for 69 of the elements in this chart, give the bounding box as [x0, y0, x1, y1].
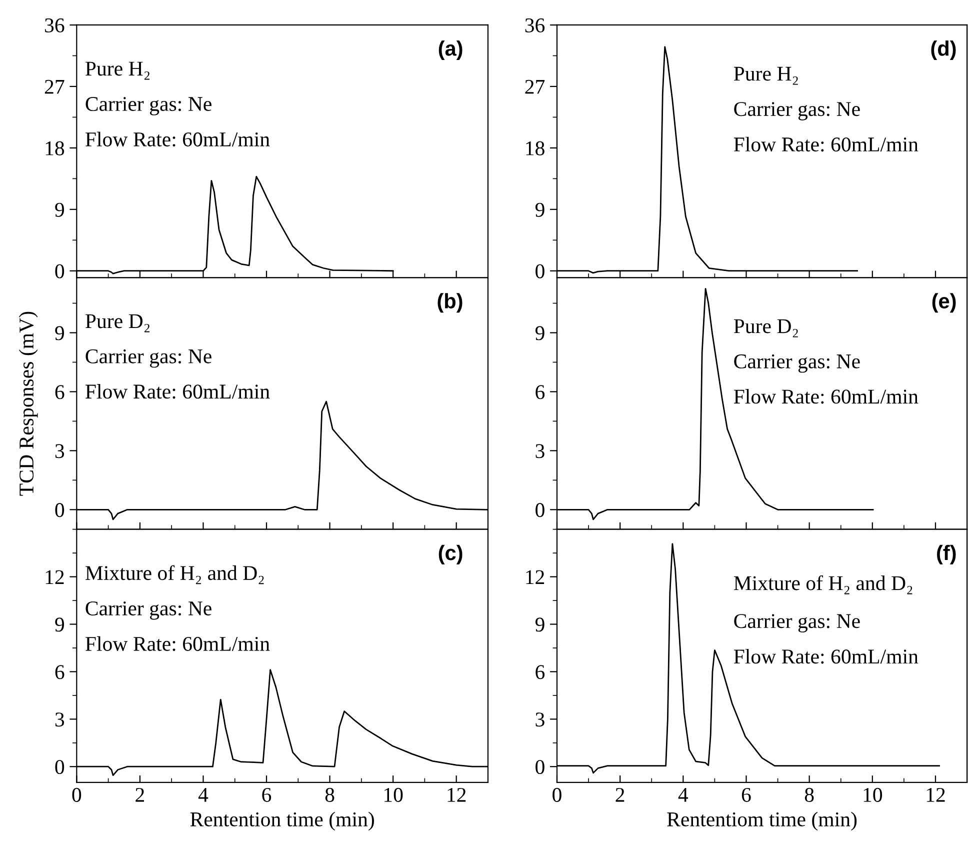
- x-tick-label: 6: [742, 788, 751, 802]
- y-tick-label: 36: [45, 18, 64, 32]
- y-tick-label: 9: [535, 202, 544, 217]
- y-tick-label: 9: [55, 618, 64, 632]
- x-tick-label: 8: [804, 788, 814, 802]
- annotation: Carrier gas: Ne: [734, 102, 860, 120]
- annotation: (e): [932, 293, 956, 313]
- y-tick-label: 18: [46, 141, 64, 156]
- annotation: (d): [931, 40, 956, 60]
- y-tick-label: 6: [536, 665, 545, 680]
- y-tick-label: 12: [526, 570, 544, 584]
- annotation: Mixture of H₂ and D₂: [734, 575, 912, 594]
- y-tick-label: 18: [526, 141, 544, 156]
- x-axis-title: Rententiom time (min): [667, 812, 857, 831]
- x-tick-label: 6: [262, 788, 272, 802]
- annotation: Pure D₂: [85, 314, 150, 332]
- annotation: Pure D₂: [734, 319, 798, 338]
- y-tick-label: 6: [55, 665, 64, 680]
- y-tick-label: 6: [55, 385, 64, 400]
- x-tick-label: 10: [864, 788, 882, 802]
- annotation: Flow Rate: 60mL/min: [734, 389, 918, 404]
- y-axis-title: TCD Responses (mV): [18, 312, 38, 496]
- annotation: (a): [438, 40, 462, 60]
- x-tick-label: 4: [198, 788, 208, 802]
- annotation: Flow Rate: 60mL/min: [734, 648, 918, 664]
- annotation: Pure H₂: [85, 62, 150, 80]
- annotation: Flow Rate: 60mL/min: [85, 384, 270, 399]
- y-tick-label: 3: [536, 712, 544, 727]
- y-tick-label: 27: [44, 80, 64, 94]
- y-tick-label: 9: [535, 326, 544, 340]
- x-tick-label: 2: [136, 788, 144, 802]
- annotation: Mixture of H₂ and D₂: [85, 565, 264, 584]
- x-tick-label: 12: [926, 788, 945, 802]
- annotation: Carrier gas: Ne: [86, 349, 212, 368]
- y-tick-label: 3: [536, 444, 544, 458]
- y-tick-label: 36: [525, 18, 545, 32]
- annotation: (b): [438, 293, 462, 313]
- annotation: Carrier gas: Ne: [734, 614, 860, 632]
- y-tick-label: 0: [55, 264, 64, 278]
- x-tick-label: 0: [72, 788, 82, 802]
- y-tick-label: 9: [535, 618, 544, 632]
- y-tick-label: 0: [536, 760, 544, 774]
- annotation: Carrier gas: Ne: [734, 354, 860, 373]
- x-tick-label: 4: [678, 788, 688, 802]
- annotation: Pure H₂: [734, 66, 798, 85]
- y-tick-label: 9: [55, 326, 64, 340]
- x-tick-label: 8: [325, 788, 334, 802]
- annotation: (c): [438, 544, 462, 564]
- y-tick-label: 12: [46, 570, 64, 584]
- y-tick-label: 0: [55, 503, 64, 518]
- x-axis-title: Rentention time (min): [190, 812, 374, 831]
- y-tick-label: 0: [55, 760, 64, 774]
- y-tick-label: 27: [525, 80, 545, 94]
- y-tick-label: 6: [536, 385, 545, 400]
- y-tick-label: 3: [55, 444, 64, 458]
- y-tick-label: 9: [55, 202, 64, 217]
- annotation: Flow Rate: 60mL/min: [85, 132, 270, 147]
- annotation: Flow Rate: 60mL/min: [85, 636, 270, 652]
- annotation: Carrier gas: Ne: [86, 97, 212, 116]
- x-tick-label: 0: [552, 788, 562, 802]
- x-tick-label: 12: [448, 788, 466, 802]
- y-tick-label: 0: [536, 264, 544, 278]
- y-tick-label: 0: [536, 503, 544, 518]
- x-tick-label: 10: [384, 788, 403, 802]
- x-tick-label: 2: [616, 788, 624, 802]
- y-tick-label: 3: [55, 712, 64, 727]
- annotation: (f): [937, 544, 956, 564]
- annotation: Flow Rate: 60mL/min: [734, 136, 918, 152]
- annotation: Carrier gas: Ne: [86, 601, 212, 620]
